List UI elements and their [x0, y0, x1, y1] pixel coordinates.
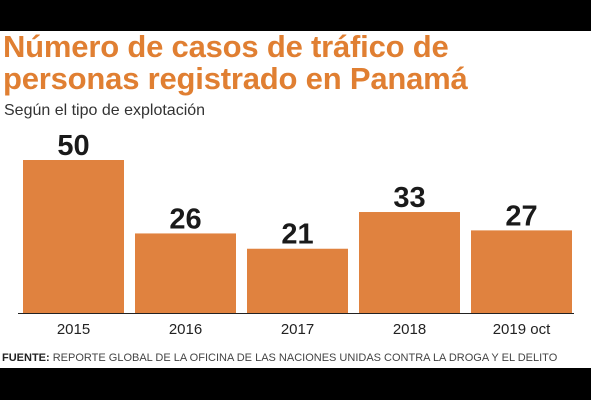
- bar-2015: [23, 160, 124, 313]
- category-label: 2015: [57, 321, 90, 338]
- chart-title: Número de casos de tráfico de personas r…: [3, 31, 468, 96]
- data-label: 21: [281, 219, 313, 251]
- bar-2019-oct: [471, 230, 572, 313]
- category-label: 2019 oct: [493, 321, 551, 338]
- bar-2018: [359, 212, 460, 313]
- source-note: FUENTE: REPORTE GLOBAL DE LA OFICINA DE …: [2, 351, 557, 365]
- chart-subtitle: Según el tipo de explotación: [4, 102, 206, 119]
- bar-2017: [247, 248, 348, 313]
- bar-chart: 50 2015 26 2016 21 2017 33 2018 27 2019 oct: [18, 130, 574, 338]
- chart-panel: Número de casos de tráfico de personas r…: [0, 31, 591, 368]
- data-label: 33: [393, 182, 425, 214]
- data-label: 50: [57, 130, 89, 162]
- source-text: REPORTE GLOBAL DE LA OFICINA DE LAS NACI…: [52, 352, 558, 364]
- category-label: 2018: [393, 321, 426, 338]
- data-label: 26: [169, 203, 201, 235]
- source-label: FUENTE:: [2, 352, 50, 364]
- data-label: 27: [505, 200, 537, 232]
- bar-2016: [135, 233, 236, 313]
- category-label: 2017: [281, 321, 314, 338]
- category-label: 2016: [169, 321, 202, 338]
